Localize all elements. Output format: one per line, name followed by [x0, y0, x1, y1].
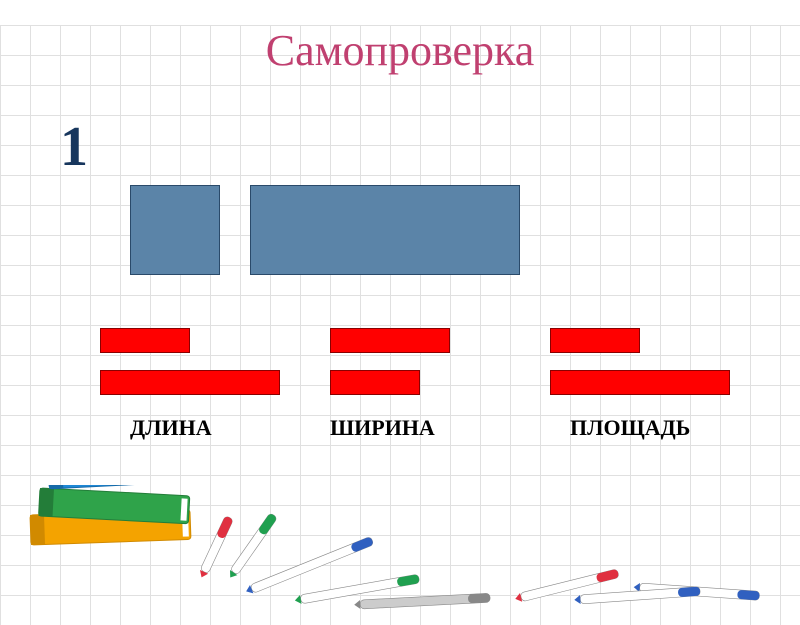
- blue-rectangle-1: [250, 185, 520, 275]
- red-bar-2: [330, 328, 450, 353]
- label-2: ПЛОЩАДЬ: [570, 415, 690, 441]
- red-bar-1: [100, 370, 280, 395]
- red-bar-0: [100, 328, 190, 353]
- label-0: ДЛИНА: [130, 415, 212, 441]
- slide-content: Самопроверка 1 ДЛИНА ШИРИНА ПЛОЩАДЬ: [0, 25, 800, 625]
- label-1: ШИРИНА: [330, 415, 435, 441]
- school-supplies-illustration: [10, 485, 790, 625]
- red-bar-5: [550, 370, 730, 395]
- red-bar-3: [330, 370, 420, 395]
- page-title: Самопроверка: [0, 25, 800, 76]
- red-bar-4: [550, 328, 640, 353]
- blue-rectangle-0: [130, 185, 220, 275]
- problem-number: 1: [60, 115, 88, 179]
